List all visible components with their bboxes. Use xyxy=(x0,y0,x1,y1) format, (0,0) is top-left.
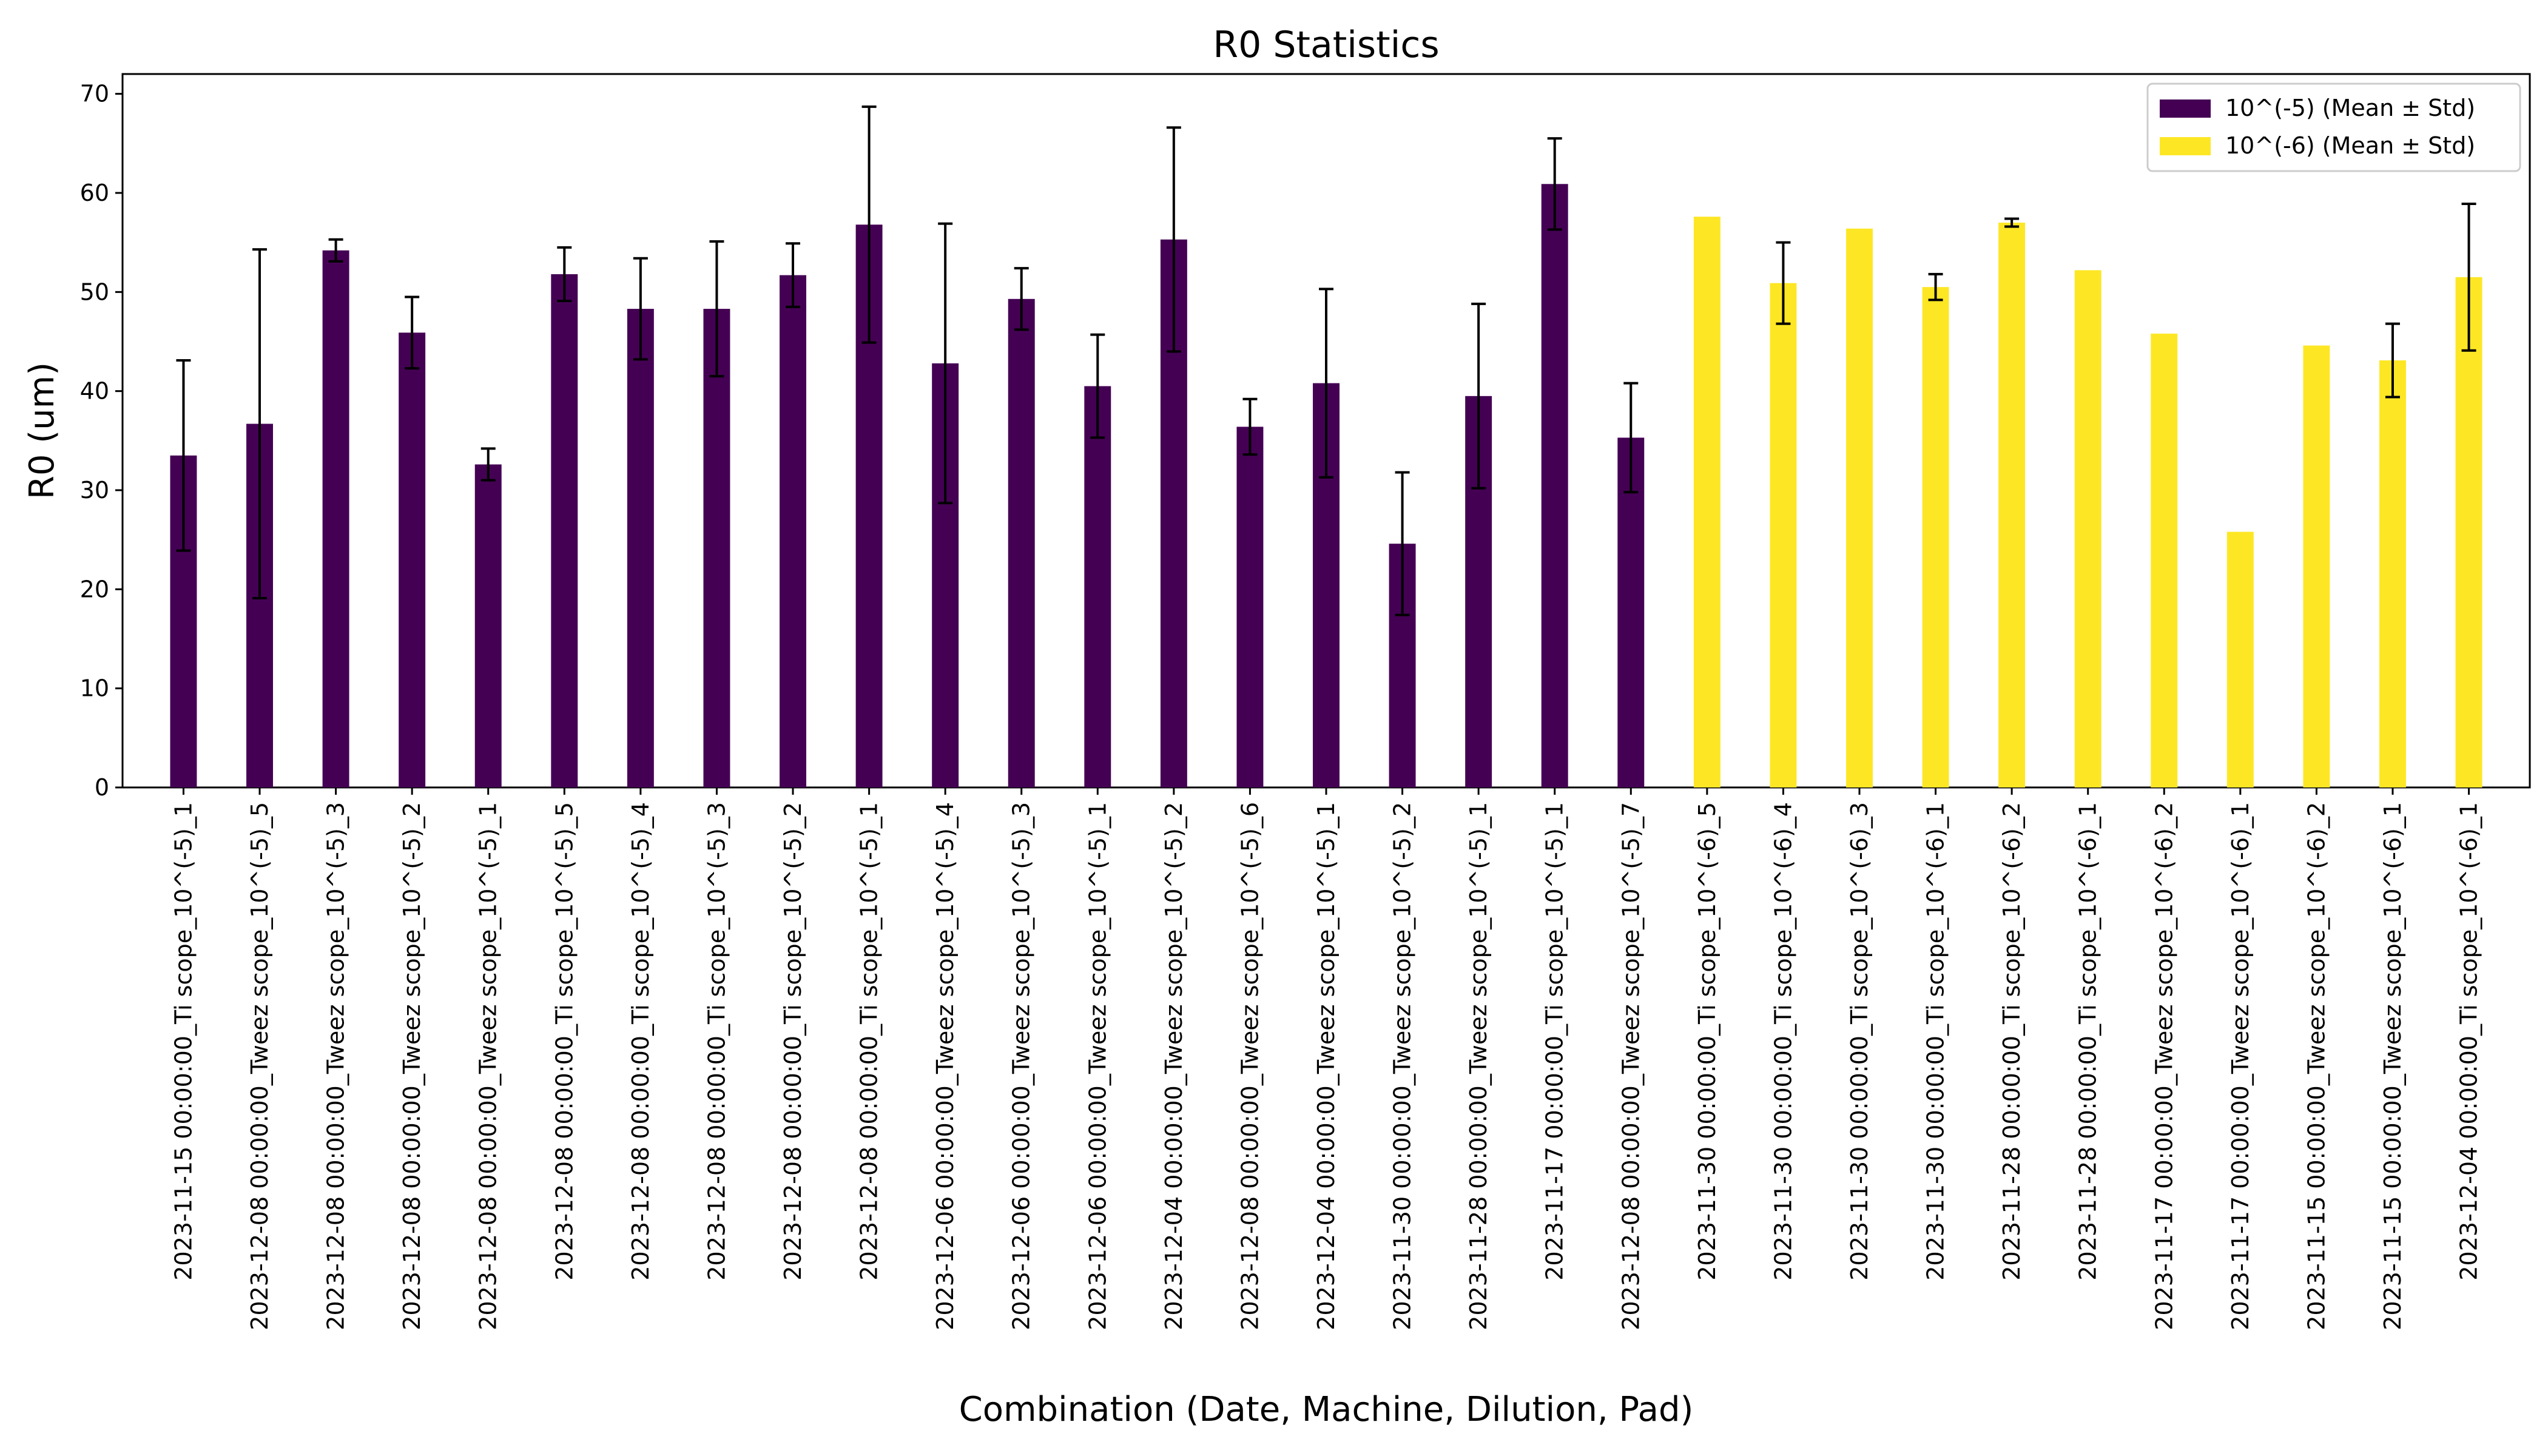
x-tick-label: 2023-12-06 00:00:00_Tweez scope_10^(-5)_… xyxy=(932,802,959,1330)
bar-series2 xyxy=(1693,217,1721,787)
x-tick-label: 2023-12-04 00:00:00_Tweez scope_10^(-5)_… xyxy=(1161,802,1187,1330)
legend-swatch xyxy=(2160,99,2211,118)
bar-series1 xyxy=(627,309,654,788)
bar-series1 xyxy=(399,332,426,787)
legend-label: 10^(-5) (Mean ± Std) xyxy=(2225,95,2475,121)
y-tick-label: 10 xyxy=(80,675,109,702)
bar-series2 xyxy=(2379,360,2406,787)
y-tick-label: 40 xyxy=(80,378,109,405)
plot-area: 0 10 20 30 40 50 60 70 2023-11-15 00:00:00_Ti sc… xyxy=(80,73,2531,1330)
x-tick-label: 2023-11-28 00:00:00_Ti scope_10^(-6)_2 xyxy=(1998,802,2025,1281)
bar-series2 xyxy=(2151,333,2178,787)
bar-series2 xyxy=(2074,270,2101,787)
y-tick-label: 70 xyxy=(80,81,109,107)
y-tick-label: 30 xyxy=(80,477,109,504)
bar-series2 xyxy=(1846,228,1873,787)
x-tick-label: 2023-11-17 00:00:00_Tweez scope_10^(-6)_… xyxy=(2227,802,2254,1330)
y-axis-title: R0 (um) xyxy=(22,362,62,499)
x-tick-label: 2023-11-30 00:00:00_Ti scope_10^(-6)_4 xyxy=(1770,802,1796,1281)
bar-series1 xyxy=(1541,184,1568,787)
legend-label: 10^(-6) (Mean ± Std) xyxy=(2225,132,2475,159)
x-tick-label: 2023-12-08 00:00:00_Tweez scope_10^(-5)_… xyxy=(246,802,273,1330)
bar-series1 xyxy=(703,309,730,788)
x-tick-label: 2023-11-28 00:00:00_Tweez scope_10^(-5)_… xyxy=(1465,802,1492,1330)
y-tick-label: 20 xyxy=(80,576,109,602)
bar-series2 xyxy=(1770,283,1797,788)
y-tick-label: 60 xyxy=(80,180,109,206)
x-tick-label: 2023-12-08 00:00:00_Tweez scope_10^(-5)_… xyxy=(475,802,502,1330)
x-tick-label: 2023-12-08 00:00:00_Ti scope_10^(-5)_2 xyxy=(780,802,806,1281)
legend-box xyxy=(2146,83,2521,172)
legend-swatch xyxy=(2160,137,2211,155)
y-tick-label: 50 xyxy=(80,278,109,305)
x-tick-label: 2023-11-28 00:00:00_Ti scope_10^(-6)_1 xyxy=(2075,802,2101,1281)
x-tick-label: 2023-11-17 00:00:00_Ti scope_10^(-5)_1 xyxy=(1542,802,1568,1281)
bar-series1 xyxy=(474,464,502,787)
x-tick-label: 2023-11-30 00:00:00_Ti scope_10^(-6)_3 xyxy=(1846,802,1873,1281)
bar-series2 xyxy=(1922,287,1949,788)
bar-series2 xyxy=(1998,223,2026,787)
bar-series1 xyxy=(1008,298,1035,787)
x-tick-label: 2023-11-30 00:00:00_Ti scope_10^(-6)_1 xyxy=(1923,802,1949,1281)
bar-series2 xyxy=(2226,531,2254,787)
legend: 10^(-5) (Mean ± Std) 10^(-6) (Mean ± Std) xyxy=(2146,83,2521,172)
bar-series2 xyxy=(2455,277,2482,787)
bar-series1 xyxy=(551,274,578,787)
x-tick-label: 2023-12-08 00:00:00_Ti scope_10^(-5)_1 xyxy=(856,802,883,1281)
x-axis-title: Combination (Date, Machine, Dilution, Pa… xyxy=(959,1390,1694,1429)
bar-series1 xyxy=(1617,437,1645,787)
x-tick-label: 2023-11-15 00:00:00_Ti scope_10^(-5)_1 xyxy=(170,802,197,1281)
bar-series1 xyxy=(1084,386,1111,787)
x-tick-label: 2023-12-08 00:00:00_Tweez scope_10^(-5)_… xyxy=(399,802,425,1330)
x-tick-label: 2023-12-08 00:00:00_Tweez scope_10^(-5)_… xyxy=(1236,802,1263,1330)
x-tick-label: 2023-11-15 00:00:00_Tweez scope_10^(-6)_… xyxy=(2379,802,2406,1330)
y-tick-label: 0 xyxy=(95,774,109,801)
bar-series1 xyxy=(780,275,806,788)
x-tick-label: 2023-12-08 00:00:00_Ti scope_10^(-5)_4 xyxy=(627,802,654,1281)
x-tick-label: 2023-12-06 00:00:00_Tweez scope_10^(-5)_… xyxy=(1008,802,1035,1330)
x-tick-label: 2023-12-08 00:00:00_Tweez scope_10^(-5)_… xyxy=(323,802,349,1330)
x-tick-label: 2023-12-04 00:00:00_Ti scope_10^(-6)_1 xyxy=(2456,802,2482,1281)
x-tick-label: 2023-11-17 00:00:00_Tweez scope_10^(-6)_… xyxy=(2151,802,2177,1330)
chart-title: R0 Statistics xyxy=(1213,24,1439,66)
x-tick-label: 2023-11-30 00:00:00_Tweez scope_10^(-5)_… xyxy=(1389,802,1416,1330)
bar-series1 xyxy=(1236,426,1264,787)
x-tick-label: 2023-12-08 00:00:00_Tweez scope_10^(-5)_… xyxy=(1617,802,1644,1330)
x-tick-label: 2023-11-30 00:00:00_Ti scope_10^(-6)_5 xyxy=(1694,802,1721,1281)
x-tick-label: 2023-12-06 00:00:00_Tweez scope_10^(-5)_… xyxy=(1084,802,1111,1330)
x-tick-label: 2023-12-08 00:00:00_Ti scope_10^(-5)_3 xyxy=(703,802,730,1281)
x-tick-label: 2023-12-04 00:00:00_Tweez scope_10^(-5)_… xyxy=(1313,802,1340,1330)
bar-series1 xyxy=(322,250,349,787)
x-tick-label: 2023-12-08 00:00:00_Ti scope_10^(-5)_5 xyxy=(551,802,578,1281)
bar-series2 xyxy=(2303,345,2330,787)
x-tick-label: 2023-11-15 00:00:00_Tweez scope_10^(-6)_… xyxy=(2303,802,2330,1330)
